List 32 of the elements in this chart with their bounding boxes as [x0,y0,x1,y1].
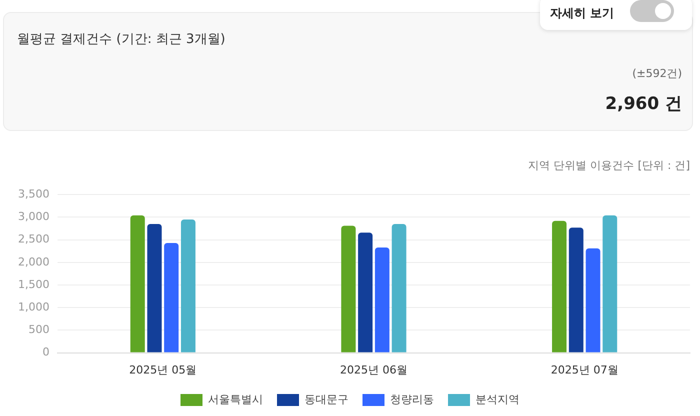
y-tick-label: 1,500 [18,278,50,291]
bar [341,226,356,352]
text: 자세히 보기 [550,5,614,22]
bar [552,220,567,352]
legend-label: 분석지역 [476,392,520,406]
text: 월평균 결제건수 (기간: 최근 3개월) [17,31,226,48]
y-tick-label: 500 [28,323,50,336]
bar [586,248,600,352]
x-tick-label: 2025년 07월 [550,363,618,376]
bar [392,224,406,352]
y-tick-label: 2,500 [18,232,50,246]
bar [164,242,179,352]
x-tick-label: 2025년 05월 [129,363,197,376]
bar [358,232,373,352]
bar [374,247,390,352]
bar [147,224,162,352]
legend-label: 청량리동 [390,392,434,406]
x-tick-label: 2025년 06월 [340,363,408,376]
legend-label: 서울특별시 [208,392,263,406]
legend-label: 동대문구 [304,392,348,406]
text: 2,960 건 [605,93,682,115]
text: 지역 단위별 이용건수 [단위 : 건] [528,158,690,173]
bar [602,215,618,352]
bar [130,215,145,352]
text: (±592건) [632,66,682,81]
y-tick-label: 0 [42,346,50,359]
y-tick-label: 1,000 [18,300,50,314]
y-tick-label: 3,000 [18,210,50,224]
y-tick-label: 2,000 [18,255,50,268]
bar [180,219,196,352]
y-tick-label: 3,500 [18,187,50,200]
bar [568,228,584,352]
